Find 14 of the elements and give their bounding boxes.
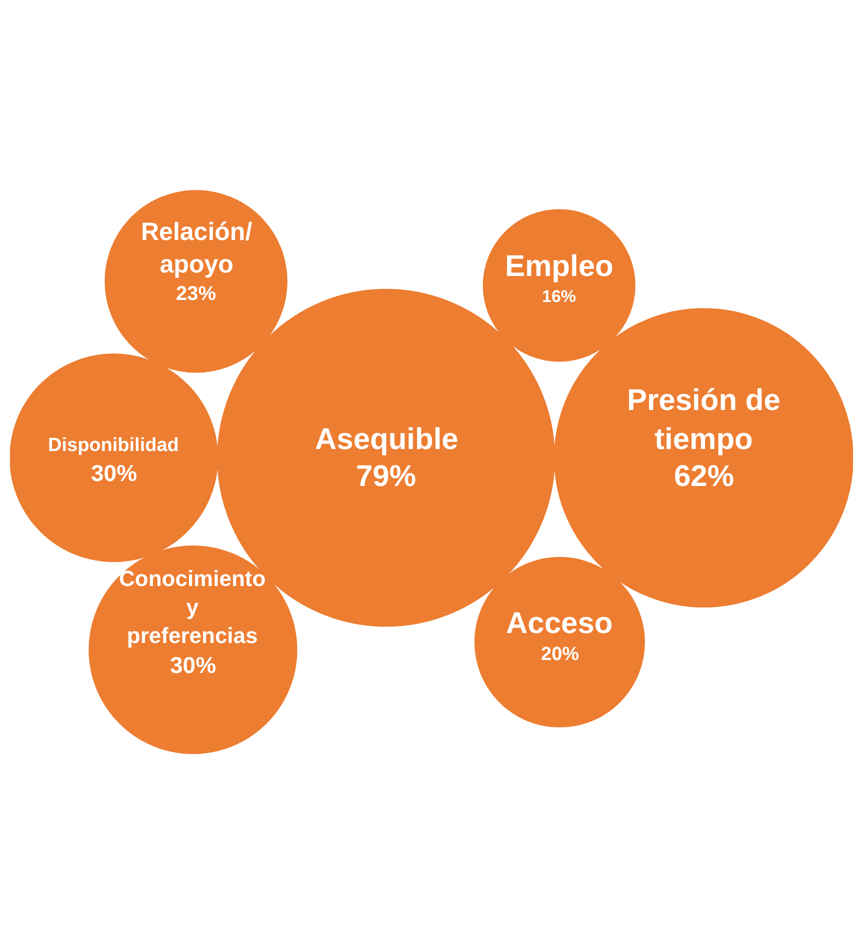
data-label: 79% (356, 460, 416, 493)
category-label: Asequible (315, 423, 458, 456)
data-label: 16% (542, 287, 576, 306)
category-label: Acceso (506, 607, 613, 640)
data-label: 20% (541, 644, 580, 665)
data-label: 30% (170, 652, 216, 678)
category-label: Relación/ apoyo (141, 218, 252, 278)
category-label: Empleo (505, 250, 614, 283)
category-label: Presión de tiempo (627, 384, 780, 456)
data-label: 23% (176, 283, 216, 305)
category-label: Conocimiento y preferencias (119, 566, 266, 648)
category-label: Disponibilidad (48, 435, 179, 456)
data-label: 62% (674, 460, 734, 493)
data-label: 30% (91, 460, 138, 486)
